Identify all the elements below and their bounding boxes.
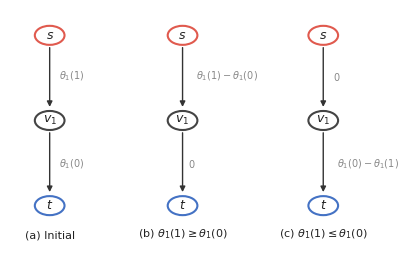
Text: $t$: $t$ [320, 199, 327, 212]
Text: $s$: $s$ [178, 29, 187, 42]
Circle shape [35, 111, 65, 130]
Text: (a) Initial: (a) Initial [25, 231, 75, 241]
Circle shape [168, 196, 197, 215]
Text: $\theta_1(1)$: $\theta_1(1)$ [59, 70, 85, 83]
Circle shape [168, 26, 197, 45]
Text: $\theta_1(1) - \theta_1(0)$: $\theta_1(1) - \theta_1(0)$ [196, 70, 258, 83]
Text: $v_1$: $v_1$ [316, 114, 330, 127]
Text: $s$: $s$ [319, 29, 328, 42]
Text: $\theta_1(0)$: $\theta_1(0)$ [59, 157, 85, 171]
Text: (c) $\theta_1(1) \leq \theta_1(0)$: (c) $\theta_1(1) \leq \theta_1(0)$ [279, 227, 368, 241]
Text: $s$: $s$ [46, 29, 54, 42]
Circle shape [309, 196, 338, 215]
Text: $t$: $t$ [179, 199, 186, 212]
Text: $0$: $0$ [188, 158, 196, 170]
Circle shape [309, 26, 338, 45]
Text: (b) $\theta_1(1) \geq \theta_1(0)$: (b) $\theta_1(1) \geq \theta_1(0)$ [138, 227, 227, 241]
Circle shape [309, 111, 338, 130]
Text: $t$: $t$ [46, 199, 53, 212]
Text: $\theta_1(0) - \theta_1(1)$: $\theta_1(0) - \theta_1(1)$ [337, 157, 399, 171]
Text: $0$: $0$ [333, 71, 341, 83]
Circle shape [35, 196, 65, 215]
Text: $v_1$: $v_1$ [42, 114, 57, 127]
Circle shape [35, 26, 65, 45]
Text: $v_1$: $v_1$ [176, 114, 190, 127]
Circle shape [168, 111, 197, 130]
